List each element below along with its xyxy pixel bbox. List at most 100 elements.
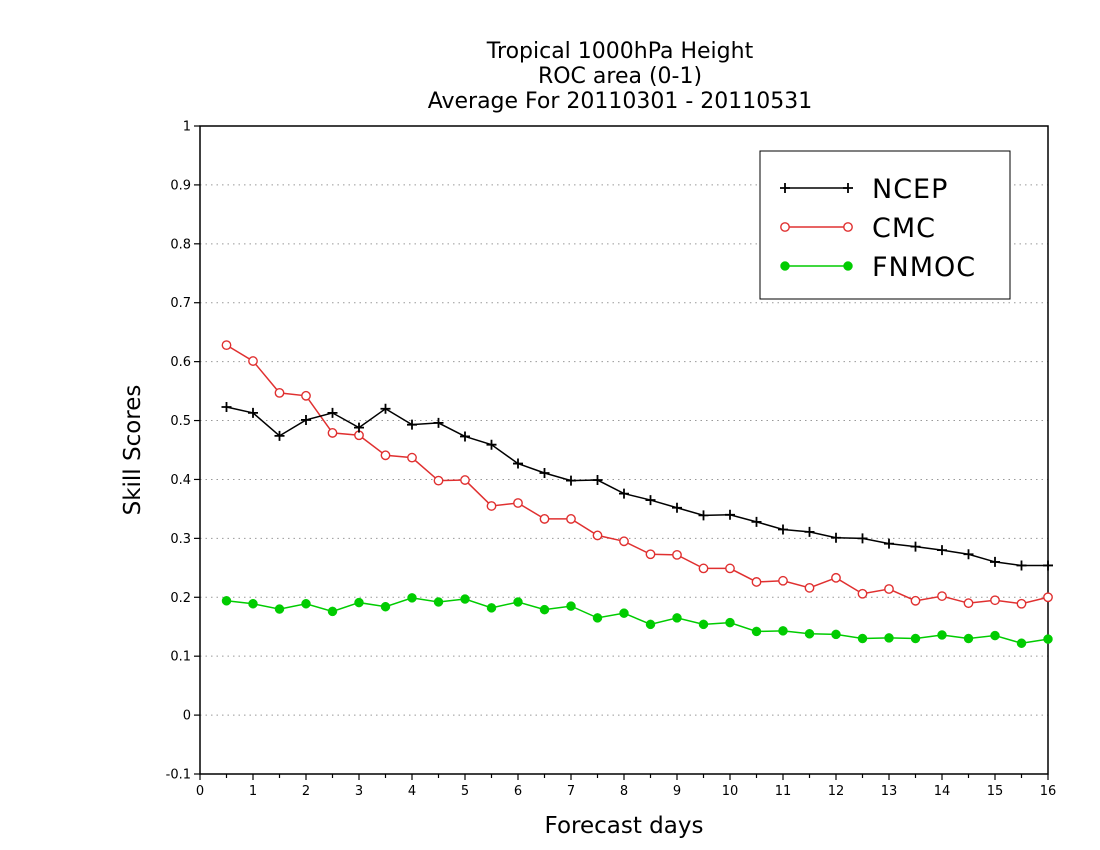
- x-tick-label: 10: [722, 784, 739, 799]
- series-cmc: [221, 340, 1053, 609]
- data-point-cmc: [407, 452, 417, 463]
- data-point-fnmoc: [619, 608, 629, 618]
- x-axis: 0 1 2 3 4 5 6 7 8 9 10 11 12 13 14 15 16: [196, 774, 1056, 799]
- data-point-fnmoc: [698, 619, 709, 630]
- x-tick-label: 0: [196, 784, 204, 799]
- data-point-fnmoc: [857, 633, 868, 644]
- legend-marker-ncep: [843, 183, 853, 193]
- chart-title: Tropical 1000hPa Height ROC area (0-1) A…: [428, 39, 813, 114]
- legend-item-ncep: NCEP: [780, 174, 948, 205]
- data-point-ncep: [804, 526, 815, 537]
- data-point-ncep: [725, 509, 735, 520]
- data-point-cmc: [725, 563, 735, 574]
- data-point-ncep: [460, 431, 470, 442]
- data-point-cmc: [592, 530, 603, 541]
- x-tick-label: 11: [775, 784, 792, 799]
- data-point-ncep: [354, 422, 364, 433]
- data-point-ncep: [857, 533, 868, 544]
- data-point-cmc: [937, 591, 947, 601]
- data-point-fnmoc: [274, 604, 285, 614]
- y-tick-label: 1: [183, 120, 191, 135]
- data-point-ncep: [248, 407, 258, 418]
- data-point-ncep: [301, 414, 311, 425]
- legend-label-ncep: NCEP: [872, 174, 948, 205]
- data-point-cmc: [645, 549, 656, 560]
- y-tick-label: 0.9: [170, 178, 191, 193]
- data-point-ncep: [645, 495, 656, 506]
- y-tick-label: 0.4: [170, 473, 191, 488]
- data-point-cmc: [698, 563, 709, 574]
- data-point-fnmoc: [513, 597, 523, 607]
- data-point-cmc: [486, 501, 497, 511]
- legend-label-cmc: CMC: [872, 213, 936, 244]
- data-point-cmc: [248, 356, 258, 366]
- x-tick-label: 8: [620, 784, 628, 799]
- y-tick-label: 0: [183, 709, 191, 724]
- legend-label-fnmoc: FNMOC: [872, 252, 976, 283]
- y-tick-label: -0.1: [166, 768, 191, 783]
- data-point-fnmoc: [486, 603, 497, 613]
- data-point-fnmoc: [327, 606, 338, 617]
- data-point-ncep: [274, 430, 285, 441]
- y-tick-label: 0.5: [170, 414, 191, 429]
- data-point-cmc: [804, 582, 815, 593]
- data-point-cmc: [274, 387, 285, 398]
- data-point-ncep: [380, 403, 391, 414]
- x-tick-label: 6: [514, 784, 522, 799]
- data-point-ncep: [937, 545, 947, 556]
- x-tick-label: 14: [934, 784, 951, 799]
- data-point-fnmoc: [354, 597, 364, 608]
- data-point-fnmoc: [1016, 638, 1027, 648]
- data-point-ncep: [566, 475, 576, 486]
- data-point-cmc: [380, 450, 391, 461]
- data-point-cmc: [990, 595, 1000, 606]
- data-point-fnmoc: [725, 617, 735, 628]
- data-point-cmc: [513, 498, 523, 508]
- data-point-ncep: [407, 419, 417, 430]
- data-point-cmc: [910, 595, 921, 606]
- legend-box: [759, 150, 1011, 300]
- data-point-cmc: [619, 536, 629, 547]
- data-point-cmc: [460, 475, 470, 485]
- x-tick-label: 16: [1040, 784, 1057, 799]
- data-point-fnmoc: [539, 604, 550, 615]
- series-line-cmc: [226, 344, 1049, 605]
- y-tick-label: 0.8: [170, 237, 191, 252]
- data-point-fnmoc: [592, 613, 603, 623]
- y-tick-label: 0.1: [170, 650, 191, 665]
- legend-marker-cmc: [843, 222, 853, 232]
- data-point-ncep: [910, 541, 921, 552]
- x-tick-label: 5: [461, 784, 469, 799]
- data-point-fnmoc: [301, 599, 311, 609]
- data-point-fnmoc: [751, 626, 762, 637]
- data-point-ncep: [990, 556, 1000, 567]
- data-point-ncep: [327, 407, 338, 418]
- x-tick-label: 12: [828, 784, 845, 799]
- x-tick-label: 1: [249, 784, 257, 799]
- series-fnmoc: [221, 593, 1053, 648]
- data-point-fnmoc: [566, 601, 576, 611]
- data-point-fnmoc: [1043, 634, 1053, 644]
- data-point-fnmoc: [963, 633, 974, 644]
- data-point-cmc: [1016, 598, 1027, 609]
- y-tick-label: 0.7: [170, 296, 191, 311]
- data-point-cmc: [221, 340, 232, 351]
- data-point-cmc: [963, 598, 974, 609]
- chart-title-line-3: Average For 20110301 - 20110531: [428, 89, 813, 114]
- data-point-cmc: [433, 475, 444, 486]
- data-point-fnmoc: [460, 594, 470, 604]
- data-point-cmc: [327, 428, 338, 438]
- data-point-cmc: [857, 588, 868, 599]
- data-point-fnmoc: [778, 626, 788, 636]
- x-tick-label: 4: [408, 784, 416, 799]
- data-point-fnmoc: [990, 630, 1000, 641]
- data-point-ncep: [513, 458, 523, 469]
- data-point-cmc: [884, 584, 894, 594]
- series-layer: [221, 340, 1053, 648]
- data-point-fnmoc: [672, 613, 682, 623]
- legend-marker-fnmoc: [780, 261, 790, 271]
- series-ncep: [221, 401, 1053, 571]
- x-tick-label: 9: [673, 784, 681, 799]
- y-axis-label: Skill Scores: [120, 385, 146, 516]
